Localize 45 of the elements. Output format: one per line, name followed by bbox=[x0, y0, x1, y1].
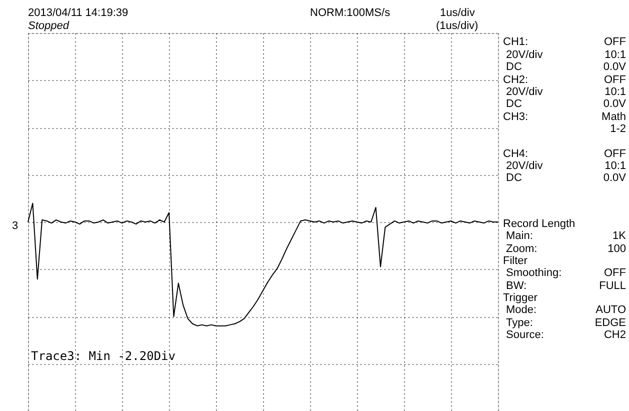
text: 100 bbox=[608, 243, 626, 255]
text: FULL bbox=[599, 280, 626, 292]
text: Stopped bbox=[28, 20, 70, 32]
text: DC bbox=[506, 61, 522, 73]
text: CH2 bbox=[604, 329, 626, 341]
text: Trigger bbox=[503, 292, 538, 304]
text: 20V/div bbox=[506, 86, 544, 98]
text: 20V/div bbox=[506, 49, 544, 61]
text: CH4: bbox=[503, 148, 528, 160]
text: 2013/04/11 14:19:39 bbox=[28, 7, 128, 19]
text: DC bbox=[506, 172, 522, 184]
source-note: Source: bbox=[506, 329, 544, 341]
text: AUTO bbox=[596, 304, 626, 316]
text: 1K bbox=[612, 230, 627, 242]
text: Trace3: Min -2.20Div bbox=[31, 349, 176, 363]
text: Math bbox=[602, 111, 626, 123]
text: OFF bbox=[604, 267, 626, 279]
text: 10:1 bbox=[604, 160, 626, 172]
text: 10:1 bbox=[604, 49, 626, 61]
text: EDGE bbox=[594, 317, 626, 329]
text: Zoom: bbox=[506, 243, 538, 255]
text: BW: bbox=[506, 280, 527, 292]
text: OFF bbox=[604, 148, 626, 160]
text: Main: bbox=[506, 230, 533, 242]
text: 0.0V bbox=[603, 61, 627, 73]
text: Mode: bbox=[506, 304, 537, 316]
text: 1-2 bbox=[610, 123, 626, 135]
text: CH2: bbox=[503, 74, 528, 86]
text: 0.0V bbox=[603, 172, 627, 184]
text: 0.0V bbox=[603, 98, 627, 110]
text: NORM:100MS/s bbox=[310, 7, 391, 19]
text: DC bbox=[506, 98, 522, 110]
text: 1us/div bbox=[440, 7, 476, 19]
text: 20V/div bbox=[506, 160, 544, 172]
text: CH3: bbox=[503, 111, 528, 123]
text: Type: bbox=[506, 317, 533, 329]
text: Filter bbox=[503, 255, 528, 267]
text: OFF bbox=[604, 74, 626, 86]
text: 10:1 bbox=[604, 86, 626, 98]
text: CH1: bbox=[503, 36, 528, 48]
text: (1us/div) bbox=[436, 20, 478, 32]
text: Smoothing: bbox=[506, 267, 562, 279]
text: 3 bbox=[12, 220, 18, 232]
text: Record Length bbox=[503, 218, 576, 230]
text: OFF bbox=[604, 36, 626, 48]
